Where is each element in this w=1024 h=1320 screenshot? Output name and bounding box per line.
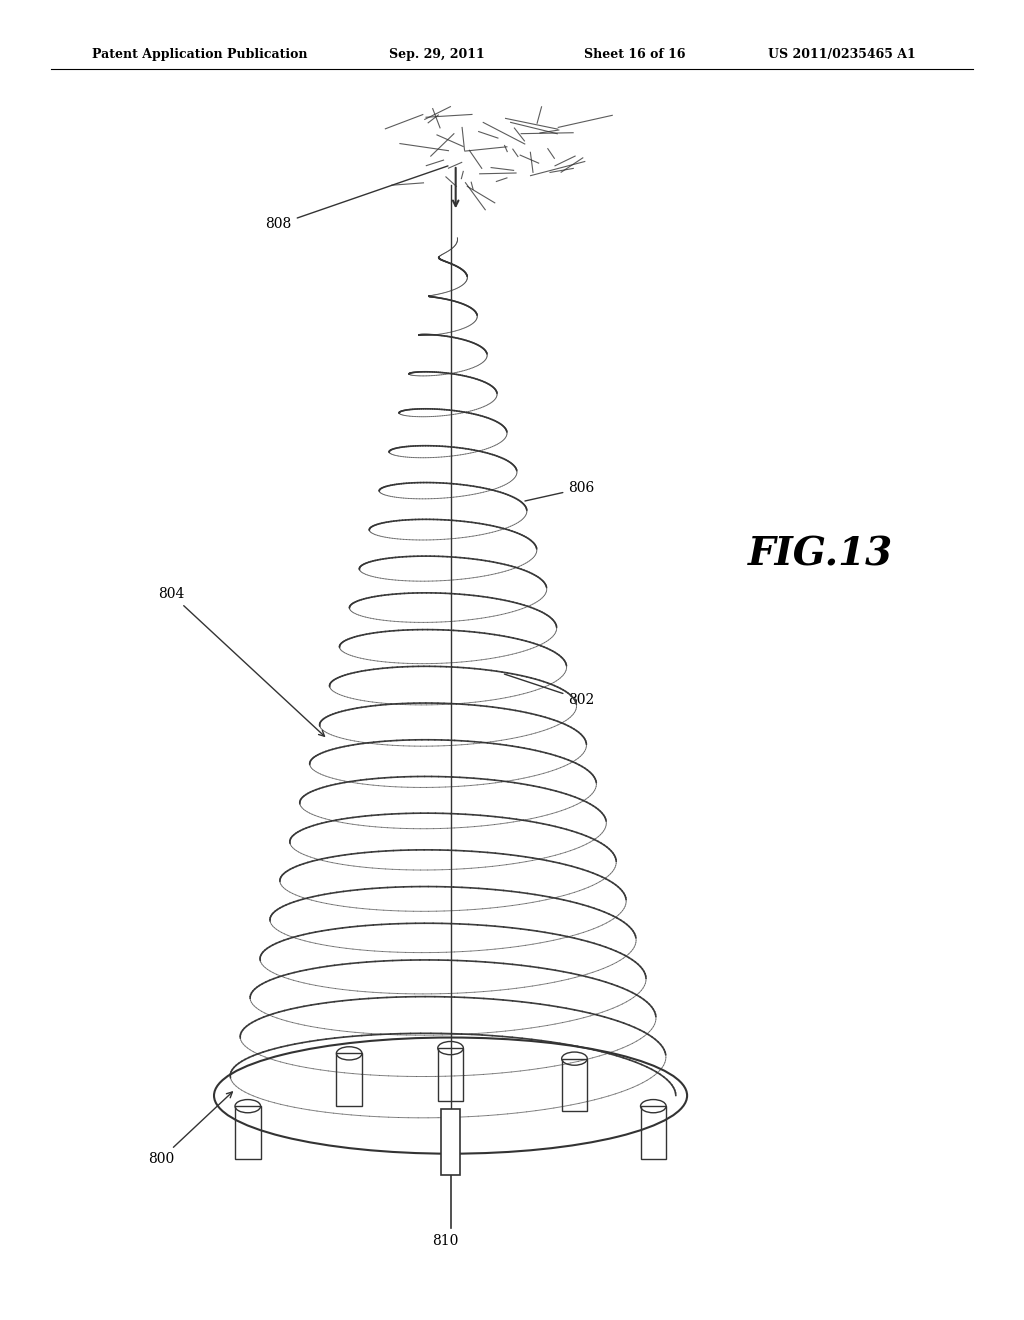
Bar: [336, 1053, 362, 1106]
Text: 804: 804: [158, 587, 325, 737]
Text: US 2011/0235465 A1: US 2011/0235465 A1: [768, 48, 915, 61]
Text: Sep. 29, 2011: Sep. 29, 2011: [389, 48, 485, 61]
Text: Patent Application Publication: Patent Application Publication: [92, 48, 307, 61]
Text: Sheet 16 of 16: Sheet 16 of 16: [584, 48, 685, 61]
Text: 800: 800: [147, 1092, 232, 1166]
Bar: [641, 1106, 667, 1159]
Text: 802: 802: [505, 675, 595, 706]
Bar: [438, 1048, 463, 1101]
Bar: [562, 1059, 588, 1111]
Bar: [441, 1109, 460, 1175]
Text: 810: 810: [432, 1234, 459, 1249]
Text: FIG.13: FIG.13: [748, 536, 893, 573]
Text: 806: 806: [525, 482, 595, 502]
Bar: [234, 1106, 260, 1159]
Text: 808: 808: [265, 166, 447, 231]
